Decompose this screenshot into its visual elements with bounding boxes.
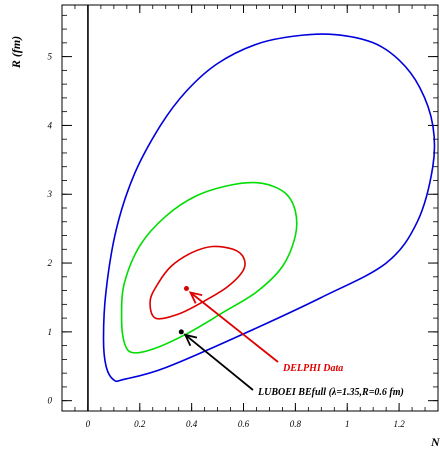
y-tick-label: 4 bbox=[48, 120, 53, 130]
annotation-arrows bbox=[183, 291, 279, 391]
x-axis-title: N bbox=[430, 435, 440, 449]
outer-contour-blue bbox=[102, 33, 436, 383]
y-tick-label: 3 bbox=[47, 189, 53, 199]
contours bbox=[102, 33, 436, 383]
inner-contour-red bbox=[149, 245, 246, 320]
y-tick-label: 5 bbox=[48, 52, 53, 62]
middle-contour-green bbox=[120, 181, 298, 354]
delphi-arrow bbox=[188, 291, 279, 363]
luboei-arrow-head bbox=[183, 333, 198, 347]
x-tick-label: 0.8 bbox=[290, 419, 302, 429]
y-tick-label: 2 bbox=[48, 258, 53, 268]
data-point-marker bbox=[178, 329, 184, 335]
luboei-arrow-shaft bbox=[184, 334, 254, 391]
x-tick-label: 1 bbox=[345, 419, 350, 429]
plot-frame bbox=[61, 4, 439, 412]
y-tick-label: 0 bbox=[48, 396, 53, 406]
x-tick-label: 0.4 bbox=[186, 419, 198, 429]
delphi-arrow-head bbox=[188, 291, 203, 304]
luboei-arrow bbox=[183, 333, 254, 391]
y-tick-label: 1 bbox=[48, 327, 53, 337]
y-axis-title: R (fm) bbox=[9, 36, 23, 69]
x-tick-label: 0.6 bbox=[238, 419, 250, 429]
delphi-arrow-shaft bbox=[189, 291, 279, 363]
x-tick-label: 0 bbox=[86, 419, 91, 429]
x-tick-label: 0.2 bbox=[134, 419, 146, 429]
luboei-label: LUBOEI BEfull (λ=1.35,R=0.6 fm) bbox=[257, 387, 404, 398]
x-tick-label: 1.2 bbox=[393, 419, 405, 429]
data-points bbox=[178, 286, 189, 335]
data-point-marker bbox=[183, 286, 189, 292]
axis-ticks: 0 0.2 0.4 0.6 0.8 1 1.2 0 1 2 3 4 5 bbox=[47, 5, 439, 429]
delphi-data-label: DELPHI Data bbox=[282, 363, 343, 374]
